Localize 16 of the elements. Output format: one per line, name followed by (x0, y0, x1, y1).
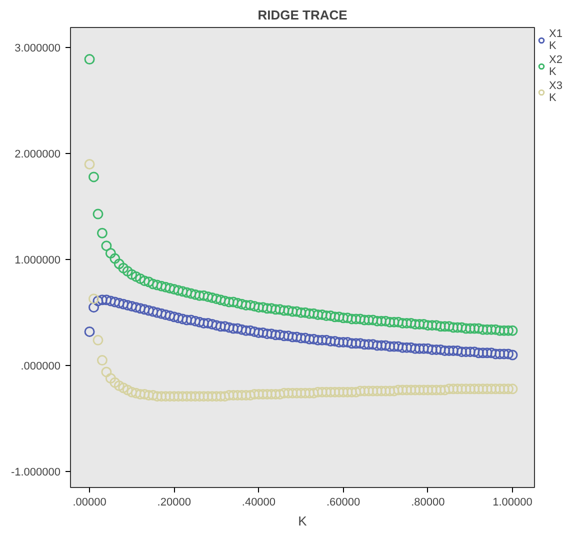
x-axis-title: K (298, 514, 308, 528)
x-tick-label: 1.00000 (492, 496, 532, 508)
x-tick-label: .60000 (326, 496, 360, 508)
legend-label: X1 K (549, 28, 564, 52)
x-tick-label: .20000 (157, 496, 191, 508)
chart-title: RIDGE TRACE (258, 8, 348, 22)
x-tick-label: .00000 (72, 496, 106, 508)
legend-label: X2 K (549, 54, 564, 78)
y-tick-label: -1.000000 (10, 466, 61, 479)
y-tick-label: .000000 (20, 360, 61, 373)
x-tick-label: .80000 (411, 496, 445, 508)
legend-label: X3 K (549, 80, 564, 104)
y-tick-label: 2.000000 (14, 148, 61, 161)
x-tick-label: .40000 (242, 496, 276, 508)
y-tick-label: 3.000000 (14, 42, 61, 55)
y-tick-label: 1.000000 (14, 254, 61, 267)
